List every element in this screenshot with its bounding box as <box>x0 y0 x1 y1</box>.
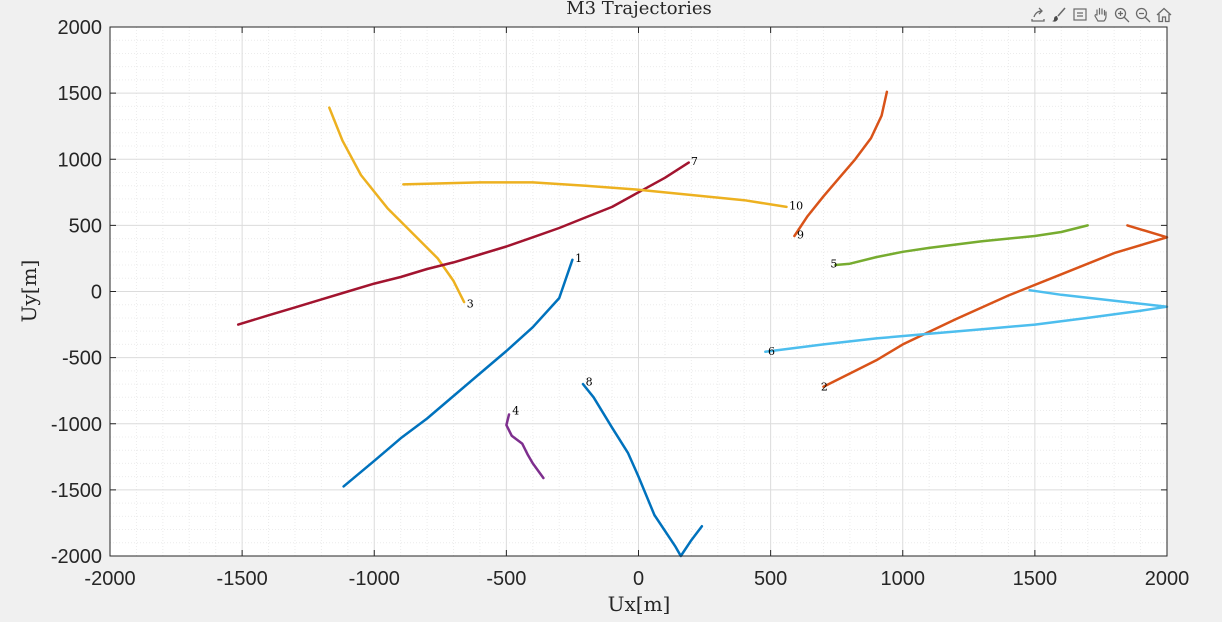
brush-icon[interactable] <box>1049 5 1069 25</box>
x-tick-label: 0 <box>633 568 644 590</box>
x-tick-label: -1000 <box>349 568 400 590</box>
trajectory-label-3: 3 <box>467 297 474 310</box>
axes-toolbar <box>1028 5 1174 25</box>
y-tick-labels: 2000 1500 1000 500 0 -500 -1000 -1500 -2000 <box>51 17 102 568</box>
x-axis-title: Ux[m] <box>608 592 671 616</box>
y-tick-label: 1500 <box>58 83 103 105</box>
export-icon[interactable] <box>1028 5 1048 25</box>
trajectory-label-1: 1 <box>575 252 582 265</box>
x-tick-label: 500 <box>754 568 787 590</box>
trajectory-line-9 <box>793 90 889 238</box>
datatip-icon[interactable] <box>1070 5 1090 25</box>
home-icon[interactable] <box>1154 5 1174 25</box>
y-tick-label: 500 <box>69 215 102 237</box>
y-tick-label: -500 <box>62 348 102 370</box>
trajectory-line-2 <box>822 224 1169 388</box>
trajectory-line-10 <box>402 181 788 209</box>
chart-title: M3 Trajectories <box>566 0 712 19</box>
trajectory-line-7 <box>236 161 690 326</box>
y-tick-label: 0 <box>91 282 102 304</box>
trajectory-labels: 1 2 3 4 5 6 7 8 9 10 <box>467 155 838 417</box>
x-tick-label: 2000 <box>1145 568 1190 590</box>
trajectory-label-9: 9 <box>797 229 804 242</box>
y-axis-title: Uy[m] <box>17 260 41 323</box>
pan-icon[interactable] <box>1091 5 1111 25</box>
trajectory-line-8 <box>581 382 704 558</box>
y-tick-label: -2000 <box>51 546 102 568</box>
x-tick-labels: -2000 -1500 -1000 -500 0 500 1000 1500 2000 <box>84 568 1189 590</box>
trajectory-label-6: 6 <box>768 345 775 358</box>
trajectory-label-4: 4 <box>512 405 519 418</box>
x-tick-label: -500 <box>486 568 526 590</box>
zoom-in-icon[interactable] <box>1112 5 1132 25</box>
trajectory-label-8: 8 <box>586 375 593 388</box>
x-tick-label: 1500 <box>1013 568 1058 590</box>
trajectory-label-5: 5 <box>830 258 837 271</box>
zoom-out-icon[interactable] <box>1133 5 1153 25</box>
trajectory-label-7: 7 <box>691 155 698 168</box>
trajectory-line-4 <box>505 413 545 480</box>
y-tick-label: -1500 <box>51 480 102 502</box>
x-tick-label: 1000 <box>881 568 926 590</box>
tick-marks <box>109 26 1168 557</box>
y-tick-label: -1000 <box>51 414 102 436</box>
trajectory-label-10: 10 <box>789 200 803 213</box>
y-tick-label: 1000 <box>58 149 103 171</box>
major-grid <box>110 27 1167 556</box>
trajectory-line-3 <box>328 106 466 304</box>
trajectory-label-2: 2 <box>821 381 828 394</box>
trajectory-series <box>236 90 1169 558</box>
trajectory-line-1 <box>342 258 574 488</box>
y-tick-label: 2000 <box>58 17 103 39</box>
x-tick-label: -2000 <box>84 568 135 590</box>
trajectory-line-6 <box>764 288 1169 353</box>
trajectory-line-5 <box>834 224 1089 267</box>
x-tick-label: -1500 <box>217 568 268 590</box>
